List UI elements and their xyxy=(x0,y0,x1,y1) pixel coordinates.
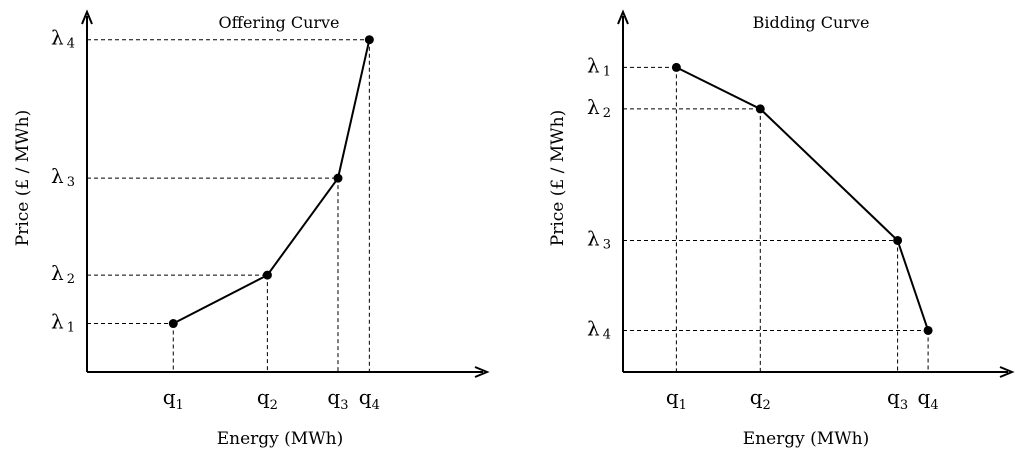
plot-area: q1 λ 1 q2 λ 2 q3 λ 3 q4 λ 4 xyxy=(587,9,1015,413)
x-axis-label: Energy (MWh) xyxy=(743,429,870,449)
y-axis-label: Price (£ / MWh) xyxy=(548,110,568,246)
x-axis-arrowhead xyxy=(474,366,490,378)
y-axis-arrowhead xyxy=(617,9,629,25)
data-point xyxy=(923,325,933,335)
series-line xyxy=(675,66,930,331)
chart-title: Offering Curve xyxy=(218,13,339,32)
x-tick-label: q2 xyxy=(750,385,771,413)
x-tick-label: q4 xyxy=(918,385,939,413)
data-point xyxy=(333,173,343,183)
plot-area: q1 λ 1 q2 λ 2 q3 λ 3 q4 λ 4 xyxy=(51,9,490,413)
x-tick-label: q3 xyxy=(327,385,348,413)
x-axis-arrowhead xyxy=(999,366,1015,378)
y-axis-label: Price (£ / MWh) xyxy=(13,110,33,246)
data-point xyxy=(262,270,272,280)
y-axis-arrowhead xyxy=(81,9,93,25)
x-tick-label: q1 xyxy=(163,385,184,413)
x-tick-label: q4 xyxy=(359,385,380,413)
series-line xyxy=(172,39,371,325)
data-point xyxy=(364,35,374,45)
data-point xyxy=(168,319,178,329)
x-tick-label: q1 xyxy=(666,385,687,413)
chart-title: Bidding Curve xyxy=(753,13,870,32)
x-axis-label: Energy (MWh) xyxy=(217,429,344,449)
panel-bidding-curve: Bidding Curve Price (£ / MWh) Energy (MW… xyxy=(548,13,869,449)
x-tick-label: q3 xyxy=(887,385,908,413)
x-tick-label: q2 xyxy=(257,385,278,413)
panel-offering-curve: Offering Curve Price (£ / MWh) Energy (M… xyxy=(13,13,343,449)
data-point xyxy=(755,104,765,114)
data-point xyxy=(893,235,903,245)
data-point xyxy=(671,62,681,72)
